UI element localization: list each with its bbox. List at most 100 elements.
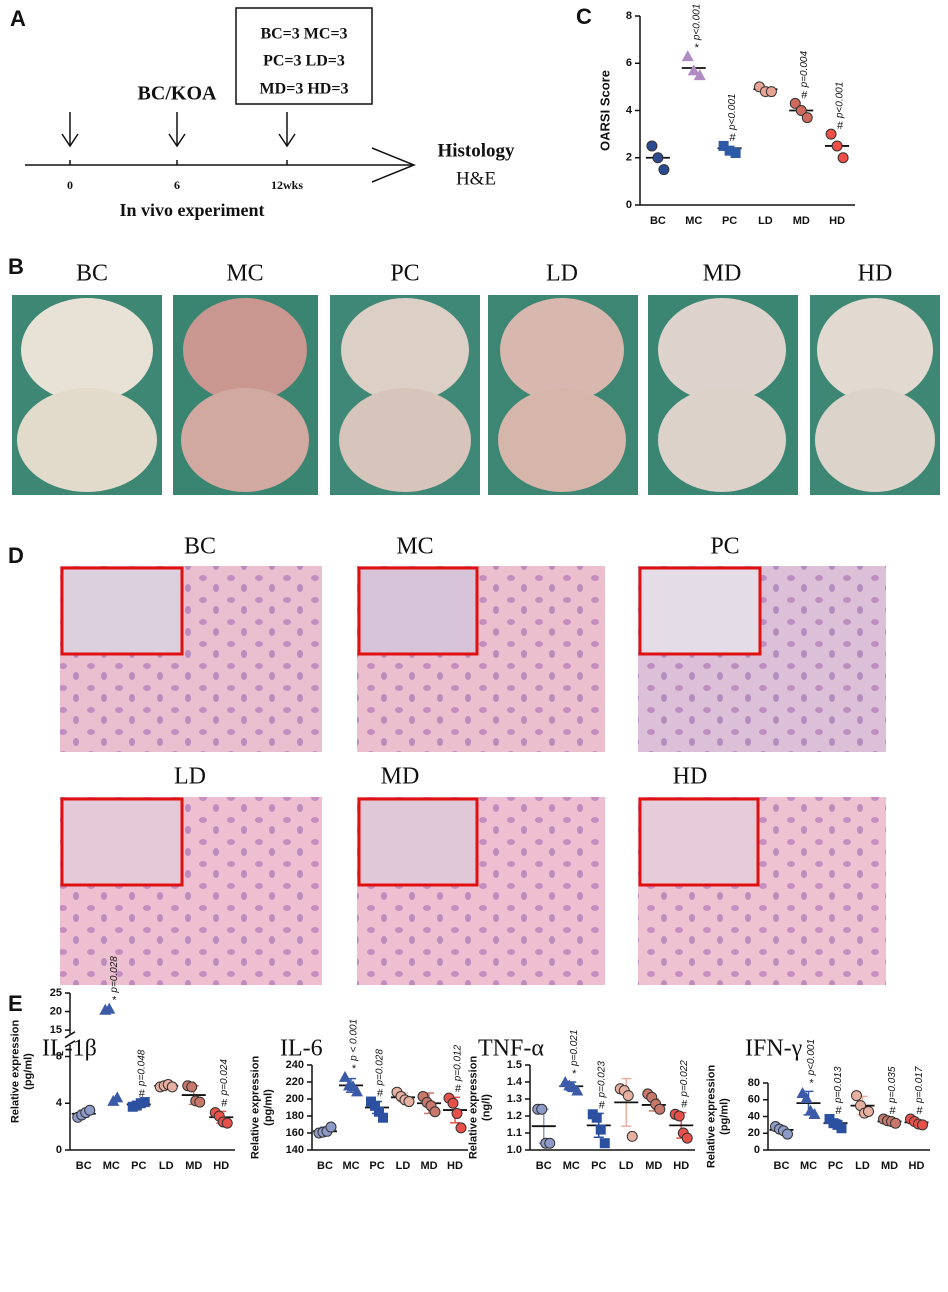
image-label: MD (381, 764, 420, 790)
significance-symbol: # (730, 132, 737, 144)
y-tick-label: 180 (286, 1110, 304, 1122)
point (917, 1119, 928, 1131)
point (186, 1081, 198, 1093)
image-label: PC (710, 534, 739, 560)
point (851, 1090, 862, 1102)
chart-title: IFN-γ (745, 1036, 803, 1062)
y-tick-label: 0 (754, 1144, 760, 1156)
x-tick-label: HD (213, 1160, 229, 1172)
point (544, 1137, 556, 1149)
photo-label: BC (76, 261, 108, 287)
point (789, 97, 801, 109)
p-value: p=0.021 (569, 1030, 580, 1067)
micrograph (638, 797, 886, 985)
p-value: p=0.004 (799, 51, 810, 89)
point (447, 1097, 459, 1109)
point (84, 1104, 96, 1116)
time-tick: 0 (67, 178, 73, 192)
group-sizes: PC=3 LD=3 (263, 53, 345, 70)
y-tick-label: 8 (56, 1050, 62, 1062)
point (339, 1070, 351, 1082)
point (673, 1110, 685, 1122)
point (626, 1130, 638, 1142)
y-tick-label: 1.2 (507, 1110, 522, 1122)
point (724, 145, 735, 156)
photo-label: PC (390, 261, 419, 287)
image-label: BC (184, 534, 216, 560)
x-tick-label: MD (793, 215, 810, 227)
y-tick-label: 15 (50, 1024, 62, 1036)
x-tick-label: MD (645, 1160, 662, 1172)
panel-label: E (8, 991, 23, 1016)
x-tick-label: PC (131, 1160, 146, 1172)
point (139, 1097, 150, 1108)
point (693, 69, 706, 81)
time-tick: 6 (174, 178, 180, 192)
y-tick-label: 40 (748, 1110, 760, 1122)
significance-symbol: # (837, 120, 844, 132)
p-value: p=0.024 (219, 1059, 230, 1097)
x-tick-label: PC (591, 1160, 606, 1172)
significance-symbol: # (801, 89, 808, 101)
x-tick-label: LD (159, 1160, 174, 1172)
x-tick-label: MD (185, 1160, 202, 1172)
photo-label: MD (703, 261, 742, 287)
p-value: p<0.001 (806, 1039, 817, 1076)
method: H&E (456, 168, 496, 189)
y-axis-label: (ng/l) (480, 1094, 492, 1121)
y-axis-label: OARSI Score (597, 70, 612, 151)
point (646, 140, 658, 152)
y-tick-label: 1.3 (507, 1093, 522, 1105)
x-tick-label: HD (909, 1160, 925, 1172)
micrograph (357, 797, 605, 985)
y-axis-label: (pg/ml) (262, 1089, 274, 1126)
y-tick-label: 0 (626, 199, 632, 211)
y-axis-label: Relative expression (467, 1056, 479, 1160)
chart-title: IL-1β (42, 1036, 97, 1062)
model: BC/KOA (138, 83, 217, 105)
point (351, 1085, 363, 1097)
y-tick-label: 20 (748, 1127, 760, 1139)
photo-label: HD (858, 261, 893, 287)
p-value: p=0.028 (375, 1049, 386, 1087)
y-tick-label: 4 (56, 1097, 63, 1109)
p-value: p<0.001 (727, 94, 738, 131)
y-tick-label: 160 (286, 1127, 304, 1139)
point (429, 1106, 441, 1118)
y-tick-label: 200 (286, 1093, 304, 1105)
point (221, 1117, 233, 1129)
photo (330, 295, 480, 495)
micrograph (60, 566, 322, 752)
panel-label: C (576, 4, 592, 29)
image-label: MC (396, 534, 433, 560)
y-tick-label: 0 (56, 1144, 62, 1156)
time-tick: 12wks (271, 178, 303, 192)
point (378, 1112, 388, 1123)
y-axis-label: Relative expression (705, 1065, 717, 1169)
x-tick-label: BC (536, 1160, 552, 1172)
point (451, 1107, 463, 1119)
y-tick-label: 4 (626, 104, 633, 116)
point (591, 1112, 602, 1123)
significance-symbol: # (377, 1087, 384, 1099)
group-sizes: BC=3 MC=3 (260, 26, 347, 43)
point (370, 1100, 380, 1111)
point (166, 1081, 178, 1093)
photo (648, 295, 798, 495)
p-value: p=0.028 (109, 956, 120, 994)
point (730, 148, 741, 159)
micrograph (357, 566, 605, 752)
point (654, 1103, 666, 1115)
photo (488, 295, 638, 495)
axis-break (64, 1031, 76, 1039)
photo (12, 295, 162, 495)
x-tick-label: BC (650, 215, 666, 227)
chart-title: IL-6 (280, 1036, 323, 1062)
y-tick-label: 1.4 (507, 1076, 523, 1088)
y-tick-label: 1.5 (507, 1059, 522, 1071)
x-tick-label: BC (76, 1160, 92, 1172)
point (795, 105, 807, 116)
point (801, 112, 813, 124)
point (111, 1091, 124, 1103)
x-tick-label: BC (774, 1160, 790, 1172)
